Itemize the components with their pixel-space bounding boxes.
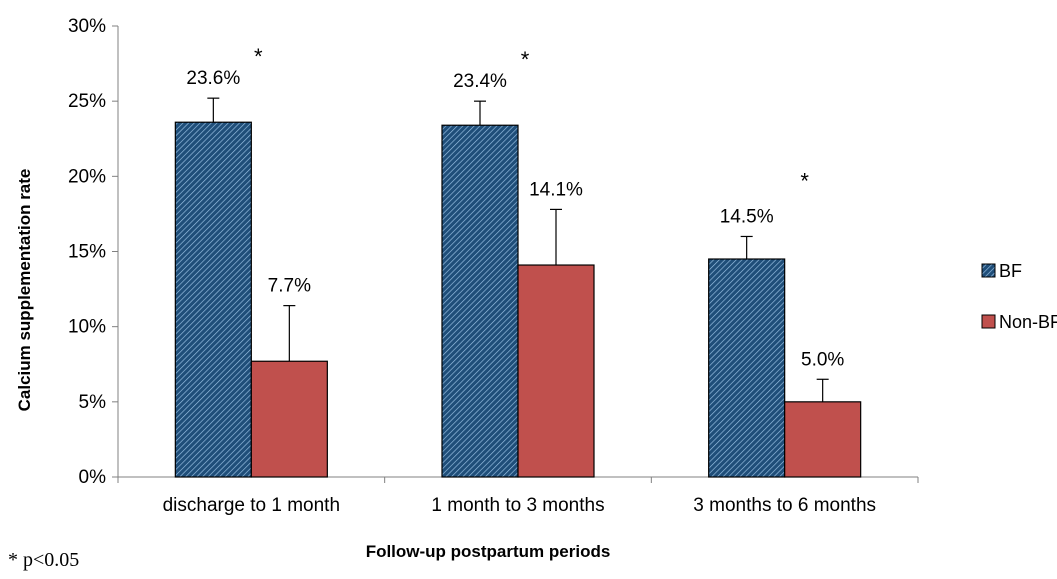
bar-bf <box>441 124 519 478</box>
y-tick-label: 5% <box>79 392 107 413</box>
x-tick-label: 3 months to 6 months <box>693 495 876 516</box>
bar-non-bf <box>517 264 595 478</box>
y-tick-label: 10% <box>68 317 106 338</box>
legend-label-bf: BF <box>999 261 1022 281</box>
bar-non-bf <box>784 401 862 478</box>
legend: BF Non-BF <box>981 261 1057 332</box>
x-axis: discharge to 1 month 1 month to 3 months 3… <box>117 476 919 516</box>
legend-label-non-bf: Non-BF <box>999 312 1057 332</box>
x-tick-label: discharge to 1 month <box>163 495 340 516</box>
data-label: 7.7% <box>268 276 311 297</box>
y-tick-label: 20% <box>68 166 106 187</box>
y-axis-title: Calcium supplementation rate <box>15 169 34 412</box>
y-tick-label: 25% <box>68 91 106 112</box>
bar-non-bf <box>250 360 328 478</box>
x-axis-title: Follow-up postpartum periods <box>366 542 611 561</box>
data-labels: 23.6% 7.7% * 23.4% 14.1% * 14.5% 5.0% * <box>186 44 844 370</box>
bar-bf <box>174 121 252 478</box>
y-axis: 0% 5% 10% 15% 20% 25% 30% <box>68 16 119 488</box>
bars <box>174 97 862 478</box>
legend-swatch-bf <box>981 263 996 278</box>
data-label: 14.5% <box>720 206 774 227</box>
significance-mark: * <box>800 168 809 193</box>
legend-swatch-non-bf <box>981 314 996 329</box>
x-tick-label: 1 month to 3 months <box>431 495 604 516</box>
y-tick-label: 30% <box>68 16 106 37</box>
data-label: 23.4% <box>453 71 507 92</box>
bar-bf <box>708 258 786 478</box>
data-label: 14.1% <box>529 179 583 200</box>
y-tick-label: 15% <box>68 242 106 263</box>
footnote: * p<0.05 <box>8 549 79 571</box>
significance-mark: * <box>521 47 530 72</box>
significance-mark: * <box>254 44 263 69</box>
y-tick-label: 0% <box>79 467 107 488</box>
data-label: 5.0% <box>801 349 844 370</box>
data-label: 23.6% <box>186 68 240 89</box>
